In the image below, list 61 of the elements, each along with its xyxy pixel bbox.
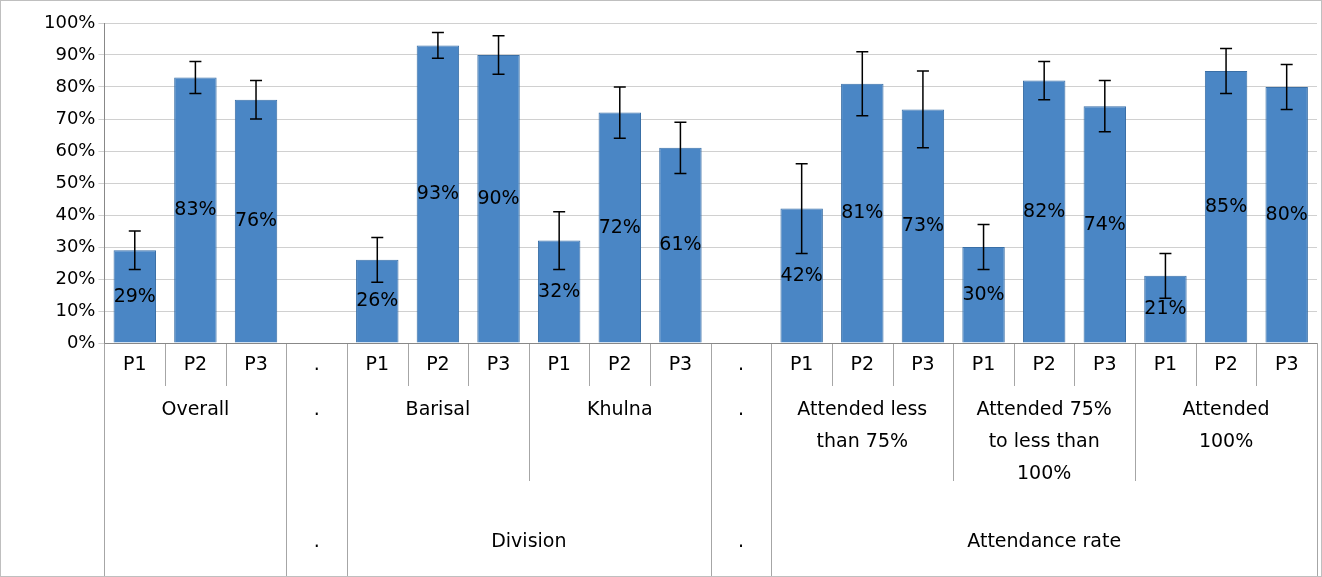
data-label: 76% bbox=[234, 208, 278, 231]
data-label: 81% bbox=[841, 200, 884, 223]
text: Khulna bbox=[587, 397, 653, 420]
data-label: 42% bbox=[780, 262, 823, 285]
data-label: 61% bbox=[659, 232, 702, 255]
y-tick-label: 10% bbox=[55, 298, 96, 320]
text: . bbox=[738, 397, 745, 420]
text: . bbox=[738, 529, 745, 552]
data-label: 26% bbox=[356, 288, 399, 311]
data-label: 80% bbox=[1265, 201, 1308, 224]
x-tick-label: P2 bbox=[183, 351, 208, 374]
x-tick-label: P3 bbox=[1274, 351, 1299, 374]
x-tick-label: P3 bbox=[486, 351, 511, 374]
x-tick-label: P2 bbox=[1214, 351, 1238, 374]
x-tick-label: . bbox=[738, 351, 745, 374]
x-tick-label: P1 bbox=[971, 351, 996, 374]
x-tick-label: P2 bbox=[608, 351, 632, 374]
y-tick-label: 40% bbox=[55, 202, 96, 224]
x-tick-label: P2 bbox=[426, 351, 450, 374]
x-tick-label: . bbox=[313, 351, 320, 374]
x-tick-label: P3 bbox=[244, 351, 268, 374]
data-label: 30% bbox=[962, 281, 1005, 304]
data-label: 32% bbox=[538, 278, 581, 301]
y-tick-label: 30% bbox=[55, 234, 96, 256]
text: Overall bbox=[161, 397, 230, 420]
x-tick-label: P1 bbox=[1153, 351, 1178, 374]
x-tick-label: P1 bbox=[789, 351, 814, 374]
y-tick-label: 60% bbox=[55, 138, 96, 160]
x-tick-label: P2 bbox=[850, 351, 875, 374]
x-tick-label: P1 bbox=[365, 351, 390, 374]
data-label: 21% bbox=[1144, 296, 1187, 319]
y-tick-label: 20% bbox=[55, 266, 96, 288]
text: . bbox=[313, 529, 320, 552]
x-tick-label: P2 bbox=[1032, 351, 1056, 374]
x-tick-label: P1 bbox=[123, 351, 147, 374]
text: Barisal bbox=[405, 397, 471, 420]
data-label: 90% bbox=[477, 185, 520, 208]
text: Attended 75% to less than 100% bbox=[976, 397, 1112, 484]
text: Division bbox=[491, 529, 567, 552]
data-label: 73% bbox=[901, 213, 945, 236]
y-tick-label: 100% bbox=[43, 10, 96, 32]
data-label: 29% bbox=[113, 283, 156, 306]
x-tick-label: P1 bbox=[547, 351, 571, 374]
text: Attended 100% bbox=[1182, 397, 1270, 452]
y-tick-label: 0% bbox=[66, 330, 96, 352]
text: . bbox=[313, 397, 320, 420]
y-tick-label: 80% bbox=[55, 74, 96, 96]
data-label: 72% bbox=[598, 214, 641, 237]
data-label: 85% bbox=[1204, 193, 1248, 216]
text: Attended less than 75% bbox=[797, 397, 928, 452]
y-tick-label: 50% bbox=[55, 170, 96, 192]
text: Attendance rate bbox=[967, 529, 1122, 552]
x-tick-label: P3 bbox=[668, 351, 693, 374]
x-tick-label: P3 bbox=[1093, 351, 1117, 374]
y-tick-label: 90% bbox=[55, 42, 96, 64]
x-tick-label: P3 bbox=[911, 351, 935, 374]
data-label: 74% bbox=[1083, 211, 1126, 234]
data-label: 93% bbox=[416, 181, 460, 204]
data-label: 82% bbox=[1023, 198, 1066, 221]
data-label: 83% bbox=[174, 197, 217, 220]
y-tick-label: 70% bbox=[55, 106, 96, 128]
